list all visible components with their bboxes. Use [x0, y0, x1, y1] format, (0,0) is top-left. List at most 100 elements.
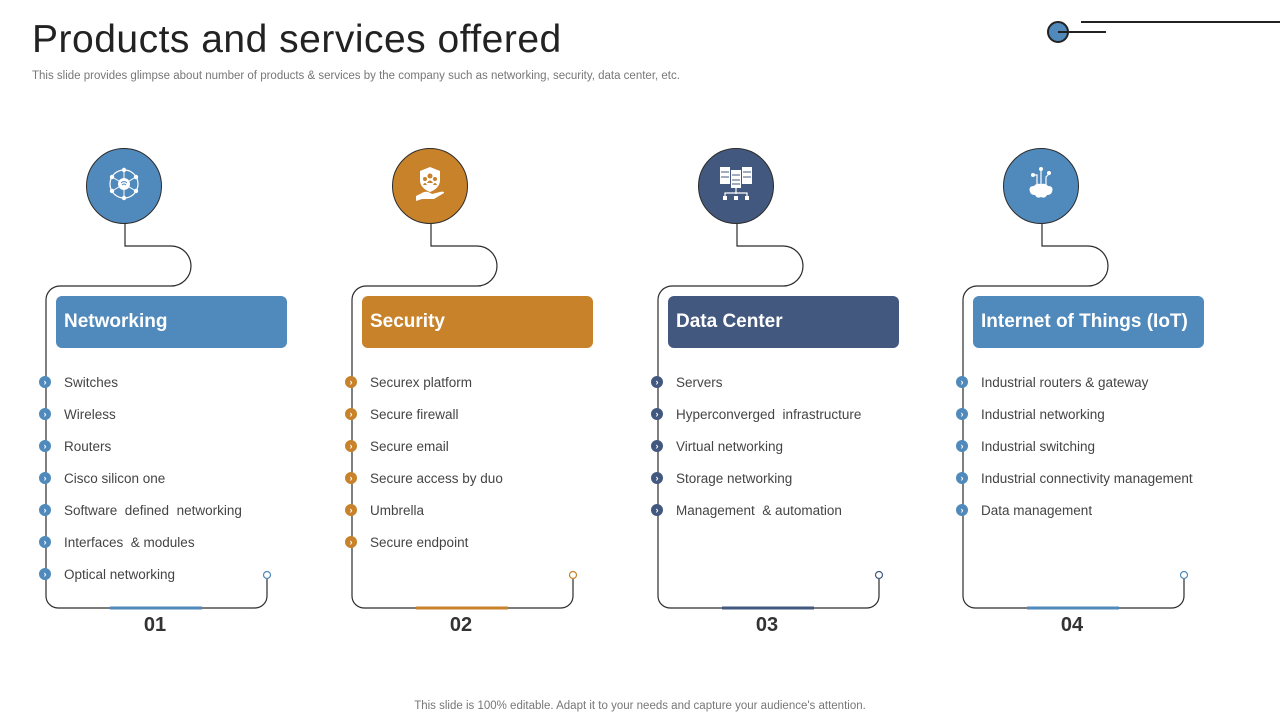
- list-item: › Servers: [651, 372, 723, 392]
- list-item-label: Industrial switching: [981, 438, 1096, 454]
- product-card-networking: Networking 01 › Switches › Wireless › Routers ›…: [39, 0, 351, 720]
- list-item: › Secure endpoint: [345, 532, 469, 552]
- product-card-internet-of-things-iot: Internet of Things (IoT) 04 › Industrial r…: [956, 0, 1268, 720]
- chevron-right-icon: ›: [345, 408, 357, 420]
- chevron-right-icon: ›: [956, 376, 968, 388]
- list-item: › Switches: [39, 372, 119, 392]
- category-icon-circle: [392, 148, 468, 224]
- page-subtitle: This slide provides glimpse about number…: [32, 70, 680, 82]
- chevron-right-icon: ›: [39, 440, 51, 452]
- category-icon-circle: [86, 148, 162, 224]
- list-item: › Virtual networking: [651, 436, 784, 456]
- footer-note: This slide is 100% editable. Adapt it to…: [414, 700, 866, 712]
- chevron-right-icon: ›: [39, 504, 51, 516]
- category-icon-circle: [698, 148, 774, 224]
- connector-lines: [657, 224, 884, 610]
- security-shield-hand-icon: [410, 164, 450, 209]
- list-item: › Data management: [956, 500, 1093, 520]
- list-item: › Industrial connectivity management: [956, 468, 1193, 488]
- list-item-label: Management & automation: [676, 502, 842, 518]
- end-node: [568, 570, 578, 580]
- list-item-label: Hyperconverged infrastructure: [676, 406, 862, 422]
- list-item-label: Secure firewall: [370, 406, 459, 422]
- list-item: › Cisco silicon one: [39, 468, 166, 488]
- connector-lines: [351, 224, 578, 610]
- list-item-label: Securex platform: [370, 374, 473, 390]
- list-item: › Secure firewall: [345, 404, 459, 424]
- chevron-right-icon: ›: [345, 440, 357, 452]
- card-number: 03: [755, 614, 779, 636]
- chevron-right-icon: ›: [39, 472, 51, 484]
- category-header: Data Center: [668, 296, 899, 348]
- chevron-right-icon: ›: [956, 408, 968, 420]
- list-item-label: Optical networking: [64, 566, 176, 582]
- list-item: › Umbrella: [345, 500, 425, 520]
- list-item-label: Industrial networking: [981, 406, 1105, 422]
- chevron-right-icon: ›: [651, 504, 663, 516]
- list-item-label: Secure endpoint: [370, 534, 469, 550]
- card-number: 04: [1060, 614, 1084, 636]
- server-rack-icon: [716, 164, 756, 209]
- end-node: [262, 570, 272, 580]
- list-item: › Routers: [39, 436, 112, 456]
- list-item-label: Cisco silicon one: [64, 470, 166, 486]
- iot-cloud-icon: [1021, 164, 1061, 209]
- chevron-right-icon: ›: [651, 440, 663, 452]
- connector-lines: [45, 224, 272, 610]
- list-item: › Storage networking: [651, 468, 793, 488]
- category-header: Networking: [56, 296, 287, 348]
- list-item: › Software defined networking: [39, 500, 242, 520]
- list-item-label: Wireless: [64, 406, 116, 422]
- connector-lines: [962, 224, 1189, 610]
- page-title: Products and services offered: [32, 18, 562, 61]
- network-hub-icon: [104, 164, 144, 209]
- chevron-right-icon: ›: [651, 472, 663, 484]
- list-item: › Optical networking: [39, 564, 176, 584]
- list-item-label: Software defined networking: [64, 502, 242, 518]
- list-item: › Interfaces & modules: [39, 532, 195, 552]
- list-item-label: Interfaces & modules: [64, 534, 195, 550]
- list-item-label: Virtual networking: [676, 438, 784, 454]
- card-number: 02: [449, 614, 473, 636]
- chevron-right-icon: ›: [956, 472, 968, 484]
- end-node: [874, 570, 884, 580]
- product-card-data-center: Data Center 03 › Servers › Hyperconverged in…: [651, 0, 963, 720]
- category-header: Security: [362, 296, 593, 348]
- list-item-label: Routers: [64, 438, 112, 454]
- list-item: › Industrial switching: [956, 436, 1096, 456]
- decorative-line-ornament: [1047, 21, 1280, 43]
- list-item: › Secure email: [345, 436, 449, 456]
- list-item: › Industrial routers & gateway: [956, 372, 1149, 392]
- end-node: [1179, 570, 1189, 580]
- list-item-label: Servers: [676, 374, 723, 390]
- chevron-right-icon: ›: [39, 408, 51, 420]
- chevron-right-icon: ›: [956, 440, 968, 452]
- list-item-label: Secure email: [370, 438, 449, 454]
- list-item-label: Data management: [981, 502, 1093, 518]
- category-icon-circle: [1003, 148, 1079, 224]
- chevron-right-icon: ›: [345, 472, 357, 484]
- list-item: › Securex platform: [345, 372, 473, 392]
- chevron-right-icon: ›: [39, 376, 51, 388]
- list-item-label: Umbrella: [370, 502, 425, 518]
- chevron-right-icon: ›: [39, 568, 51, 580]
- chevron-right-icon: ›: [345, 504, 357, 516]
- list-item-label: Industrial routers & gateway: [981, 374, 1149, 390]
- list-item-label: Switches: [64, 374, 119, 390]
- category-header: Internet of Things (IoT): [973, 296, 1204, 348]
- list-item: › Industrial networking: [956, 404, 1105, 424]
- chevron-right-icon: ›: [651, 376, 663, 388]
- list-item: › Management & automation: [651, 500, 842, 520]
- chevron-right-icon: ›: [345, 536, 357, 548]
- list-item: › Wireless: [39, 404, 116, 424]
- product-card-security: Security 02 › Securex platform › Secure fire…: [345, 0, 657, 720]
- list-item-label: Industrial connectivity management: [981, 470, 1193, 486]
- chevron-right-icon: ›: [651, 408, 663, 420]
- list-item: › Secure access by duo: [345, 468, 503, 488]
- card-number: 01: [143, 614, 167, 636]
- chevron-right-icon: ›: [956, 504, 968, 516]
- chevron-right-icon: ›: [345, 376, 357, 388]
- list-item: › Hyperconverged infrastructure: [651, 404, 862, 424]
- chevron-right-icon: ›: [39, 536, 51, 548]
- list-item-label: Storage networking: [676, 470, 793, 486]
